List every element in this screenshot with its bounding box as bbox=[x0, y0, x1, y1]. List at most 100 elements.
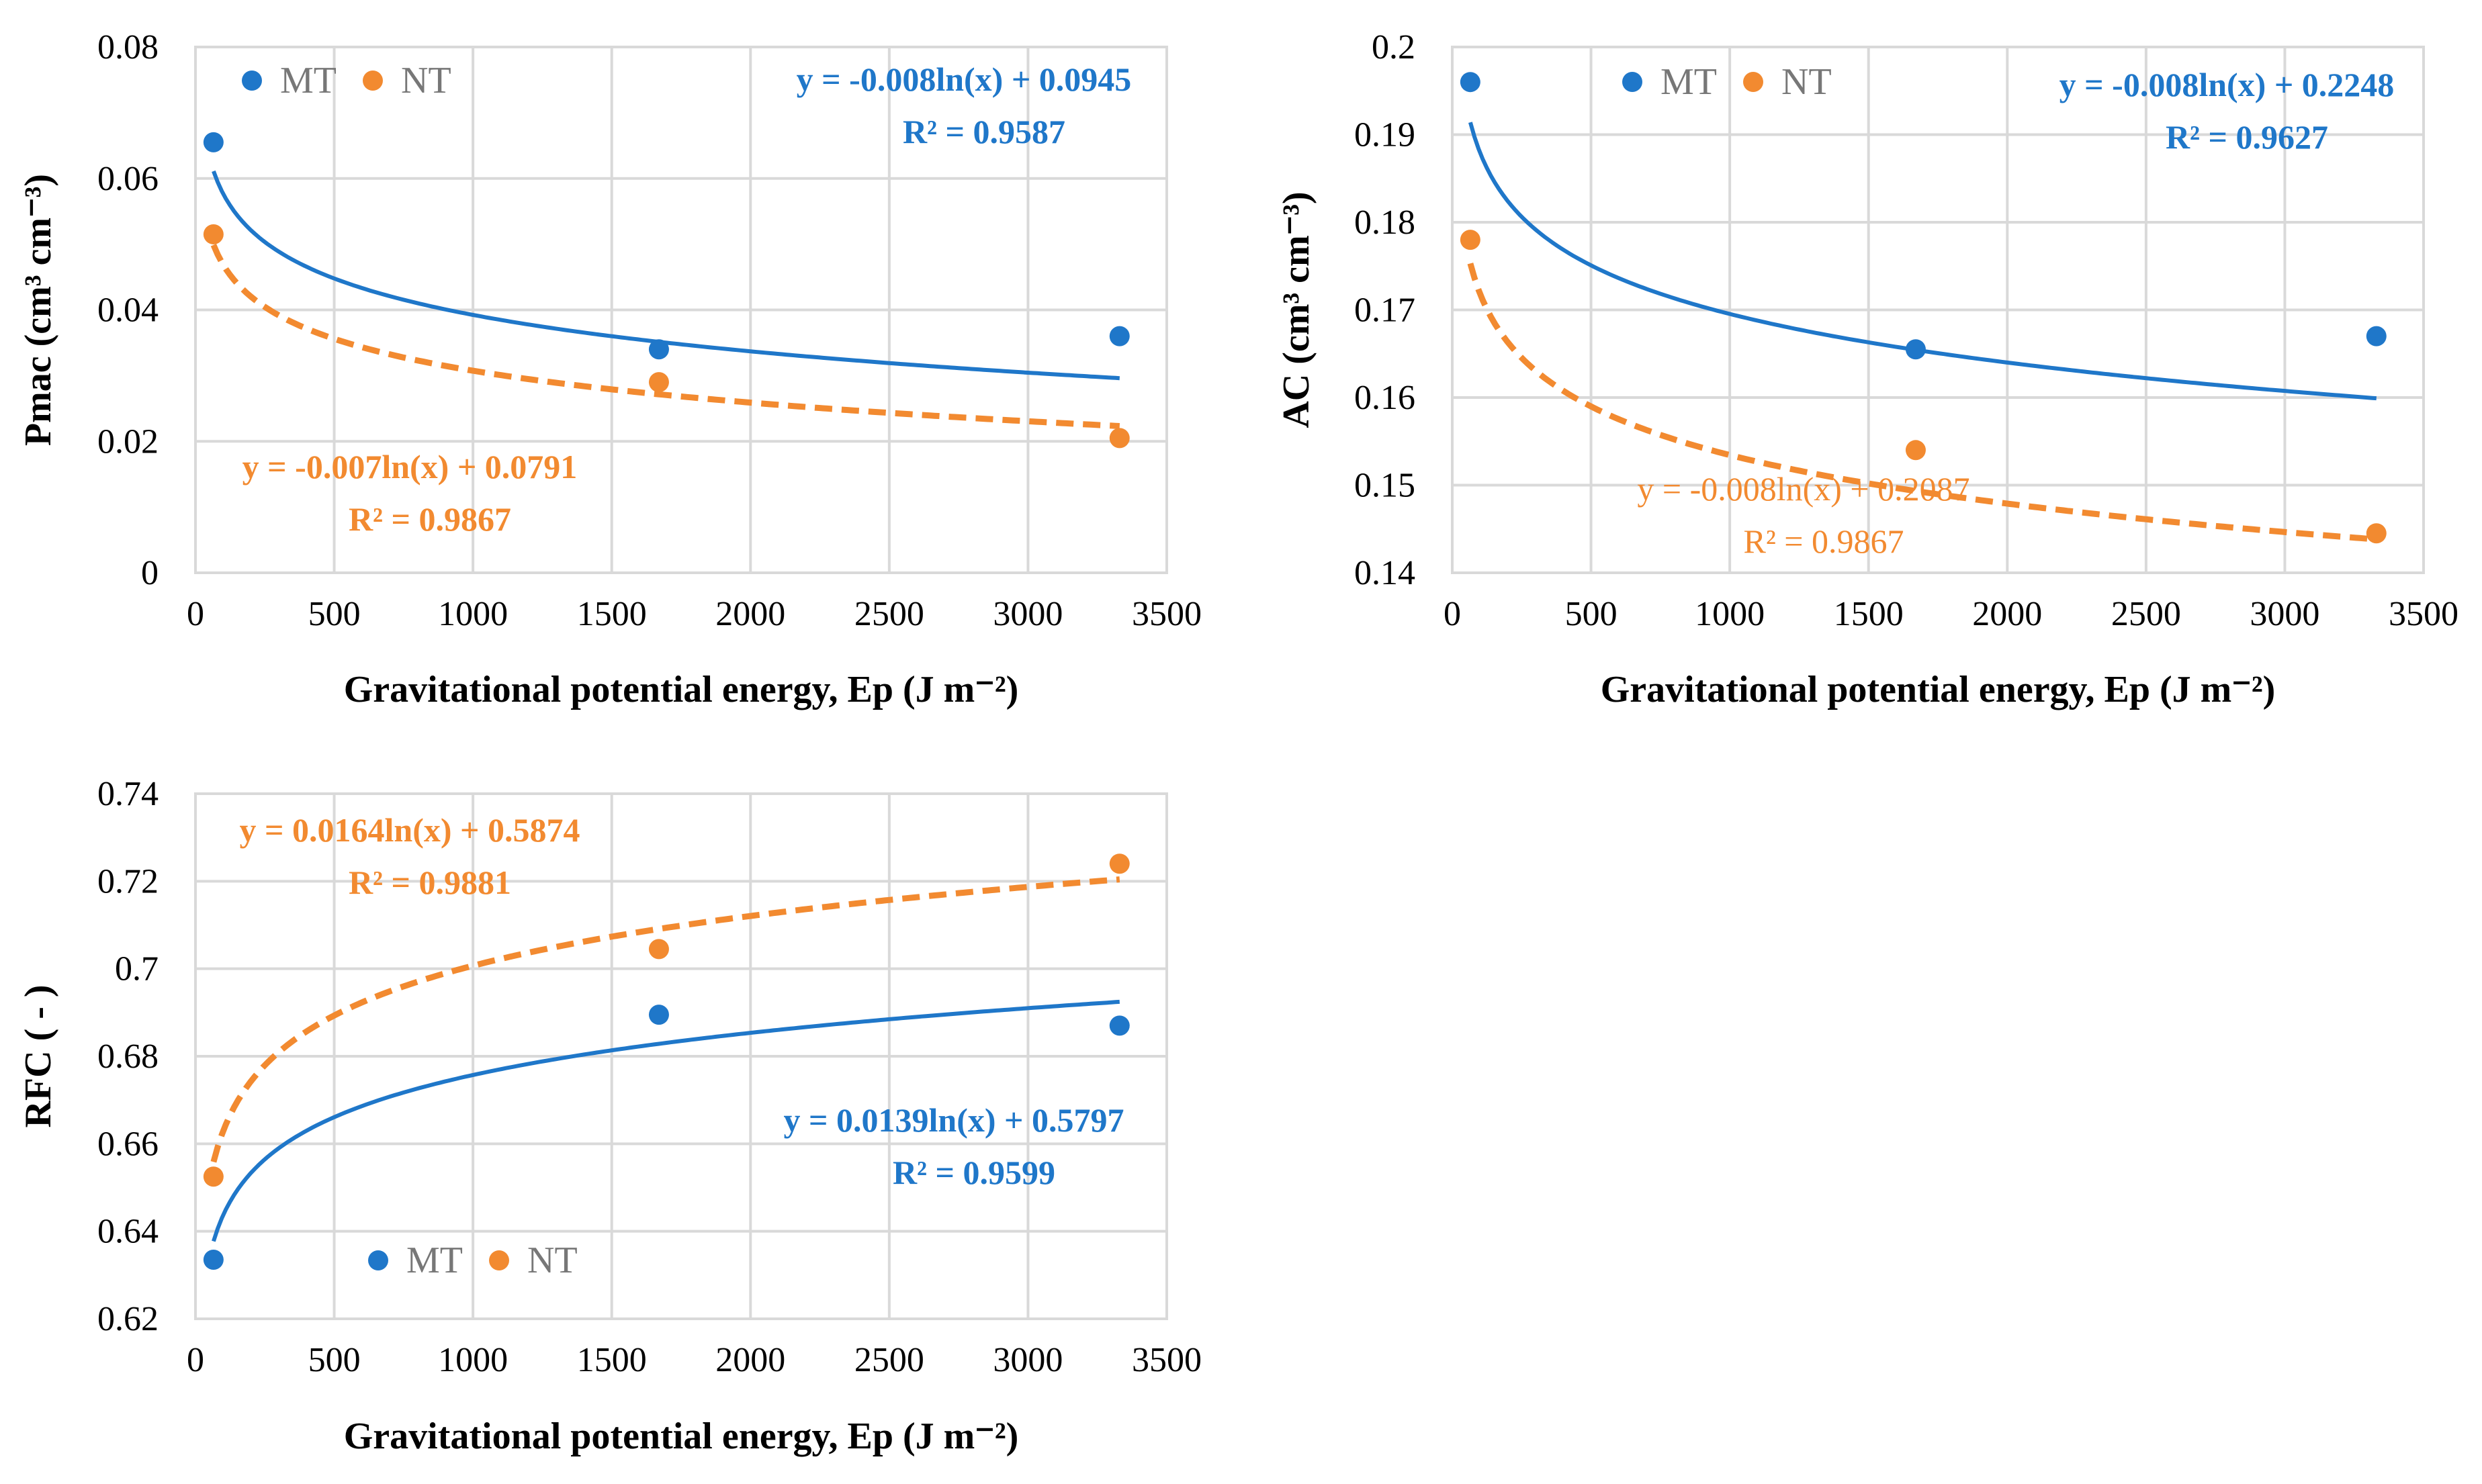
y-tick-label: 0.14 bbox=[1354, 554, 1415, 592]
x-tick-label: 2500 bbox=[854, 595, 924, 633]
x-axis-title: Gravitational potential energy, Ep (J m⁻… bbox=[344, 1416, 1019, 1457]
y-tick-label: 0.18 bbox=[1354, 203, 1415, 242]
data-point-nt bbox=[648, 372, 669, 393]
y-tick-label: 0.66 bbox=[97, 1125, 159, 1163]
legend-marker-mt bbox=[368, 1250, 388, 1270]
y-tick-label: 0.68 bbox=[97, 1037, 159, 1076]
legend-label-mt: MT bbox=[406, 1240, 463, 1281]
data-point-mt bbox=[2366, 326, 2387, 346]
legend-marker-mt bbox=[1622, 72, 1642, 92]
data-point-nt bbox=[203, 1166, 224, 1187]
legend-label-nt: NT bbox=[527, 1240, 578, 1281]
x-tick-label: 0 bbox=[187, 595, 204, 633]
r-squared-nt: R² = 0.9867 bbox=[1743, 522, 1904, 560]
x-axis-title: Gravitational potential energy, Ep (J m⁻… bbox=[1601, 669, 2276, 710]
x-tick-label: 0 bbox=[187, 1341, 204, 1379]
trendline-mt bbox=[212, 999, 1120, 1242]
x-tick-label: 1500 bbox=[577, 595, 647, 633]
x-tick-label: 3500 bbox=[1132, 1341, 1202, 1379]
legend-label-mt: MT bbox=[280, 60, 337, 101]
plot-frame bbox=[1451, 46, 2425, 574]
x-tick-label: 1000 bbox=[438, 1341, 508, 1379]
x-tick-label: 2000 bbox=[1972, 595, 2042, 633]
data-point-mt bbox=[1905, 339, 1926, 360]
data-point-nt bbox=[1460, 230, 1480, 250]
x-tick-label: 2500 bbox=[2111, 595, 2181, 633]
y-tick-label: 0.06 bbox=[97, 160, 159, 198]
r-squared-mt: R² = 0.9587 bbox=[903, 113, 1065, 150]
y-tick-label: 0.62 bbox=[97, 1300, 159, 1338]
plot-frame bbox=[194, 792, 1168, 1320]
data-point-mt bbox=[1109, 1015, 1130, 1036]
trend-equation-nt: y = 0.0164ln(x) + 0.5874 bbox=[240, 811, 580, 849]
data-point-nt bbox=[2366, 523, 2387, 544]
y-tick-label: 0.17 bbox=[1354, 291, 1415, 330]
x-tick-label: 2000 bbox=[715, 595, 785, 633]
legend: MT NT bbox=[368, 1240, 578, 1281]
x-tick-label: 500 bbox=[1565, 595, 1617, 633]
x-tick-label: 1000 bbox=[438, 595, 508, 633]
legend-marker-mt bbox=[242, 71, 262, 91]
y-axis-title: AC (cm³ cm⁻³) bbox=[1276, 191, 1317, 428]
legend-marker-nt bbox=[489, 1250, 509, 1270]
y-axis-title: RFC ( - ) bbox=[17, 984, 59, 1127]
x-tick-label: 3500 bbox=[1132, 595, 1202, 633]
y-tick-label: 0.7 bbox=[115, 950, 159, 988]
trend-equation-mt: y = -0.008ln(x) + 0.2248 bbox=[2059, 66, 2395, 103]
x-tick-label: 1500 bbox=[577, 1341, 647, 1379]
plot-frame bbox=[194, 46, 1168, 574]
y-tick-label: 0.2 bbox=[1372, 28, 1415, 66]
x-tick-label: 0 bbox=[1444, 595, 1461, 633]
x-tick-label: 3000 bbox=[993, 595, 1063, 633]
y-axis-title: Pmac (cm³ cm⁻³) bbox=[17, 174, 59, 446]
data-point-nt bbox=[1109, 853, 1130, 874]
trend-equation-mt: y = 0.0139ln(x) + 0.5797 bbox=[784, 1101, 1124, 1139]
legend: MT NT bbox=[1622, 61, 1832, 103]
data-point-nt bbox=[648, 939, 669, 960]
x-tick-label: 2500 bbox=[854, 1341, 924, 1379]
data-point-mt bbox=[1109, 326, 1130, 346]
r-squared-mt: R² = 0.9599 bbox=[893, 1154, 1055, 1191]
x-tick-label: 3500 bbox=[2389, 595, 2458, 633]
data-point-mt bbox=[203, 132, 224, 152]
data-point-mt bbox=[203, 1250, 224, 1270]
trend-equation-mt: y = -0.008ln(x) + 0.0945 bbox=[797, 60, 1132, 98]
data-point-nt bbox=[1905, 440, 1926, 461]
trend-equation-nt: y = -0.008ln(x) + 0.2087 bbox=[1637, 470, 1969, 508]
trendline-nt bbox=[210, 244, 1120, 429]
chart-panel-pmac: 0 500 1000 1500 2000 2500 3000 3500 0 0.02 0.04 0.0… bbox=[17, 28, 1202, 710]
legend-marker-nt bbox=[363, 71, 383, 91]
x-tick-label: 1000 bbox=[1695, 595, 1765, 633]
trendline-nt bbox=[1467, 263, 2377, 543]
x-tick-label: 3000 bbox=[993, 1341, 1063, 1379]
r-squared-mt: R² = 0.9627 bbox=[2166, 118, 2328, 156]
trendline-mt bbox=[1468, 122, 2377, 401]
chart-panel-rfc: 0 500 1000 1500 2000 2500 3000 3500 0.62 0.64 0.66… bbox=[17, 775, 1202, 1457]
x-tick-label: 500 bbox=[308, 1341, 361, 1379]
x-axis-title: Gravitational potential energy, Ep (J m⁻… bbox=[344, 669, 1019, 710]
trendline-nt bbox=[210, 876, 1120, 1163]
data-point-mt bbox=[648, 339, 669, 360]
r-squared-nt: R² = 0.9881 bbox=[349, 864, 511, 901]
y-tick-label: 0.19 bbox=[1354, 116, 1415, 154]
data-point-nt bbox=[203, 224, 224, 244]
trendline-mt bbox=[212, 170, 1120, 381]
x-tick-label: 1500 bbox=[1834, 595, 1904, 633]
y-tick-label: 0.04 bbox=[97, 291, 159, 330]
x-tick-label: 3000 bbox=[2250, 595, 2319, 633]
legend-label-nt: NT bbox=[401, 60, 451, 101]
r-squared-nt: R² = 0.9867 bbox=[349, 500, 511, 538]
chart-panel-ac: 0 500 1000 1500 2000 2500 3000 3500 0.14 0.15 0.16… bbox=[1276, 28, 2458, 710]
y-tick-label: 0.15 bbox=[1354, 467, 1415, 505]
legend-label-nt: NT bbox=[1781, 61, 1832, 103]
data-point-mt bbox=[648, 1005, 669, 1025]
x-tick-label: 2000 bbox=[715, 1341, 785, 1379]
y-tick-label: 0.72 bbox=[97, 862, 159, 900]
y-tick-label: 0.08 bbox=[97, 28, 159, 66]
legend: MT NT bbox=[242, 60, 451, 101]
data-point-nt bbox=[1109, 428, 1130, 449]
legend-marker-nt bbox=[1743, 72, 1763, 92]
x-tick-label: 500 bbox=[308, 595, 361, 633]
trend-equation-nt: y = -0.007ln(x) + 0.0791 bbox=[242, 448, 578, 485]
